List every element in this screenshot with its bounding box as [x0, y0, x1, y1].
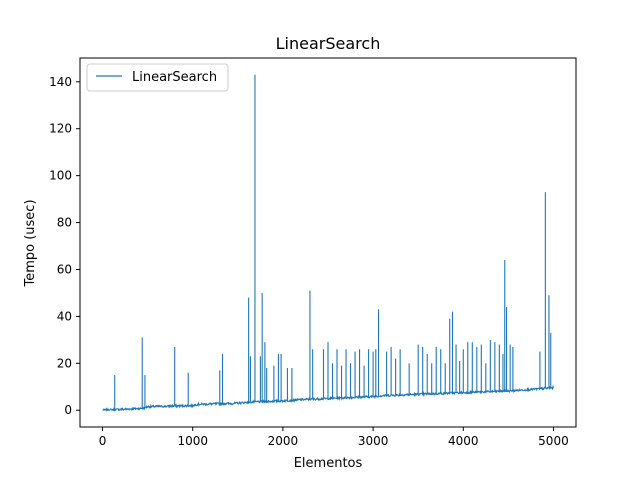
y-tick-label: 120 — [49, 122, 72, 136]
y-tick-label: 80 — [57, 216, 72, 230]
x-tick-label: 4000 — [448, 434, 479, 448]
series-layer — [102, 74, 554, 412]
y-tick-label: 40 — [57, 309, 72, 323]
x-tick-label: 1000 — [177, 434, 208, 448]
chart-title: LinearSearch — [276, 34, 381, 53]
series-line-baseline — [102, 384, 554, 412]
x-axis: 0 1000 2000 3000 4000 5000 — [99, 427, 569, 448]
x-tick-label: 0 — [99, 434, 107, 448]
y-tick-label: 140 — [49, 75, 72, 89]
y-axis: 0 20 40 60 80 100 120 140 — [49, 75, 80, 417]
x-axis-label: Elementos — [294, 456, 363, 471]
y-tick-label: 100 — [49, 169, 72, 183]
legend-box — [86, 63, 229, 92]
y-tick-label: 20 — [57, 356, 72, 370]
legend: LinearSearch — [86, 63, 229, 92]
y-tick-label: 60 — [57, 262, 72, 276]
plot-frame — [79, 57, 577, 428]
x-tick-label: 5000 — [538, 434, 569, 448]
y-axis-label: Tempo (usec) — [23, 199, 38, 287]
legend-series-label: LinearSearch — [132, 70, 217, 85]
x-tick-label: 2000 — [268, 434, 299, 448]
x-tick-label: 3000 — [358, 434, 389, 448]
y-tick-label: 0 — [64, 403, 72, 417]
